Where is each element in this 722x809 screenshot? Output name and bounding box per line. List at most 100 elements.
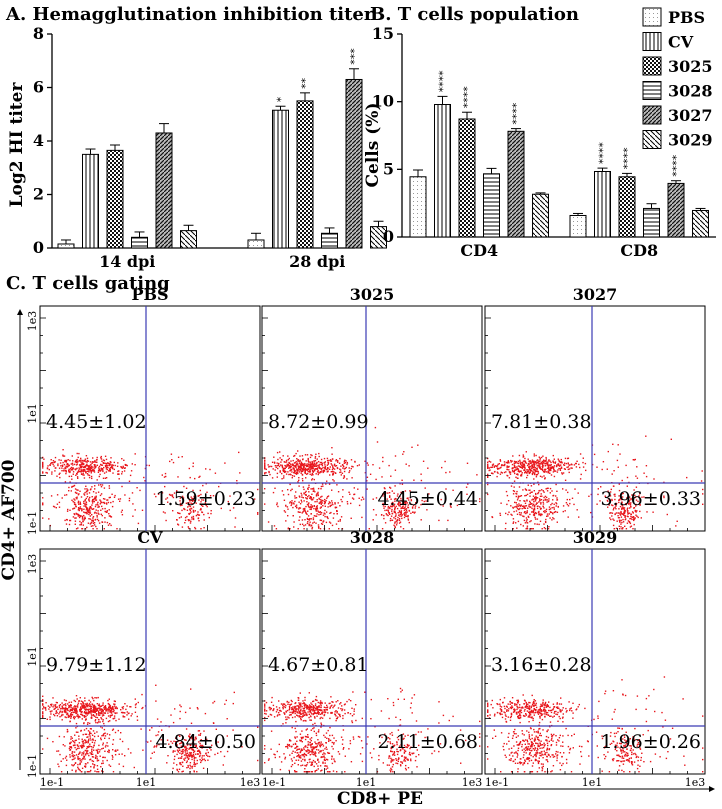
event-dot <box>117 729 119 732</box>
event-dot <box>115 706 117 708</box>
event-dot <box>590 493 592 496</box>
event-dot <box>533 501 535 503</box>
event-dot <box>305 512 307 515</box>
event-dot <box>222 764 224 766</box>
event-dot <box>131 492 134 494</box>
event-dot <box>319 507 322 509</box>
event-dot <box>522 515 524 517</box>
event-dot <box>271 477 274 479</box>
event-dot <box>326 468 328 471</box>
event-dot <box>338 713 340 715</box>
event-dot <box>95 465 97 468</box>
event-dot <box>68 523 71 526</box>
event-dot <box>121 740 124 743</box>
event-dot <box>297 699 300 701</box>
event-dot <box>305 469 307 471</box>
event-dot <box>49 718 51 721</box>
event-dot <box>282 455 284 457</box>
event-dot <box>89 705 91 707</box>
event-dot <box>341 528 344 530</box>
event-dot <box>346 478 348 480</box>
event-dot <box>534 497 536 499</box>
event-dot <box>71 758 74 761</box>
event-dot <box>90 525 93 527</box>
event-dot <box>106 468 108 471</box>
event-dot <box>529 503 532 505</box>
event-dot <box>639 504 641 506</box>
event-dot <box>190 752 193 754</box>
event-dot <box>340 465 342 467</box>
event-dot <box>184 751 187 753</box>
event-dot <box>61 467 63 469</box>
event-dot <box>182 770 184 772</box>
event-dot <box>65 710 67 712</box>
event-dot <box>264 710 266 712</box>
event-dot <box>283 706 285 708</box>
event-dot <box>102 734 104 736</box>
event-dot <box>90 466 92 468</box>
event-dot <box>205 753 207 755</box>
event-dot <box>516 499 519 501</box>
event-dot <box>104 517 106 519</box>
event-dot <box>298 702 300 704</box>
event-dot <box>542 490 544 492</box>
event-dot <box>615 504 617 506</box>
event-dot <box>87 762 89 764</box>
event-dot <box>610 504 613 506</box>
event-dot <box>312 700 315 702</box>
event-dot <box>314 459 317 462</box>
event-dot <box>488 467 490 469</box>
event-dot <box>539 495 542 497</box>
event-dot <box>51 710 53 712</box>
event-dot <box>323 457 326 460</box>
event-dot <box>78 747 80 749</box>
event-dot <box>575 462 577 465</box>
event-dot <box>289 470 291 472</box>
event-dot <box>334 503 336 505</box>
event-dot <box>181 741 183 743</box>
event-dot <box>590 511 592 514</box>
event-dot <box>547 460 550 462</box>
event-dot <box>544 477 546 479</box>
event-dot <box>553 503 555 505</box>
event-dot <box>528 503 530 506</box>
event-dot <box>195 514 198 517</box>
event-dot <box>109 523 111 525</box>
event-dot <box>278 707 281 709</box>
event-dot <box>548 469 550 471</box>
event-dot <box>184 508 186 511</box>
event-dot <box>397 503 400 505</box>
event-dot <box>192 748 194 751</box>
event-dot <box>305 703 307 706</box>
event-dot <box>534 516 536 519</box>
event-dot <box>317 524 320 526</box>
event-dot <box>98 475 100 478</box>
event-dot <box>68 468 70 470</box>
event-dot <box>490 472 493 474</box>
event-dot <box>85 471 87 474</box>
event-dot <box>142 749 144 751</box>
event-dot <box>546 487 548 490</box>
event-dot <box>358 464 360 466</box>
event-dot <box>331 758 333 760</box>
event-dot <box>305 490 307 493</box>
event-dot <box>61 705 63 707</box>
event-dot <box>85 706 87 708</box>
event-dot <box>306 736 309 738</box>
event-dot <box>183 759 186 761</box>
event-dot <box>104 521 106 523</box>
event-dot <box>167 501 169 503</box>
event-dot <box>628 496 631 498</box>
event-dot <box>106 511 108 513</box>
event-dot <box>318 502 321 505</box>
event-dot <box>82 702 84 704</box>
event-dot <box>304 510 306 512</box>
event-dot <box>108 698 110 700</box>
event-dot <box>78 493 80 495</box>
event-dot <box>112 743 114 745</box>
event-dot <box>70 704 72 707</box>
event-dot <box>622 527 624 529</box>
event-dot <box>186 760 188 762</box>
event-dot <box>382 495 384 497</box>
event-dot <box>524 522 527 524</box>
